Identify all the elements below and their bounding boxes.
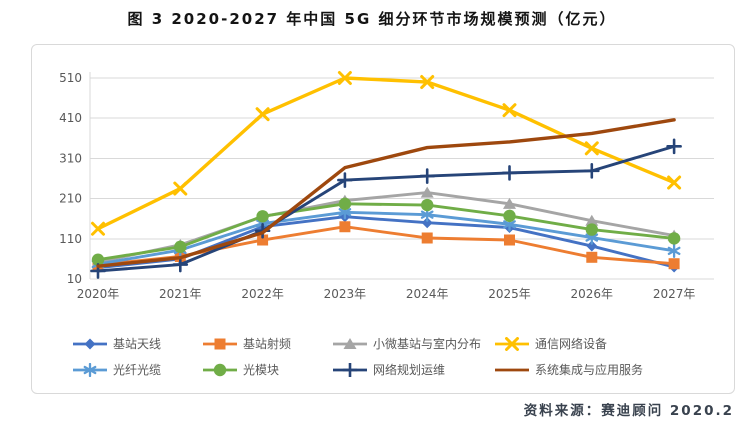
legend-label: 基站射频: [243, 337, 292, 351]
legend-swatch-icon: [73, 362, 107, 377]
series-3: [91, 71, 682, 236]
legend-item: 基站天线: [72, 335, 202, 352]
legend-item: 网络规划运维: [332, 361, 494, 378]
source-note: 资料来源：赛迪顾问 2020.2: [523, 403, 734, 419]
legend-item: 光纤光缆: [72, 361, 202, 378]
series-6: [90, 138, 682, 279]
legend-label: 通信网络设备: [535, 337, 608, 351]
svg-text:2023年: 2023年: [324, 287, 367, 301]
legend-label: 光模块: [243, 363, 280, 377]
svg-text:310: 310: [59, 151, 82, 165]
svg-text:410: 410: [59, 111, 82, 125]
y-axis-labels: 10 110 210 310 410 510: [59, 71, 82, 286]
series-5: [91, 197, 681, 266]
svg-text:2020年: 2020年: [77, 287, 120, 301]
svg-text:2024年: 2024年: [406, 287, 449, 301]
legend-swatch-icon: [495, 368, 529, 371]
legend-item: 小微基站与室内分布: [332, 335, 494, 352]
svg-text:2021年: 2021年: [159, 287, 202, 301]
legend-swatch-icon: [333, 337, 367, 349]
legend-label: 光纤光缆: [113, 363, 162, 377]
legend-swatch-icon: [333, 362, 367, 377]
svg-text:510: 510: [59, 71, 82, 85]
svg-text:2025年: 2025年: [488, 287, 531, 301]
legend-swatch-icon: [203, 363, 237, 376]
chart-legend: 基站天线 基站射频 小微基站与室内分布 通信网络设备光纤光缆 光模块 网络规划运维 系统集成…: [72, 335, 726, 378]
legend-item: 光模块: [202, 361, 332, 378]
svg-text:10: 10: [67, 272, 82, 286]
legend-item: 通信网络设备: [494, 335, 726, 352]
svg-text:2022年: 2022年: [241, 287, 284, 301]
legend-swatch-icon: [203, 338, 237, 349]
figure-title: 图 3 2020-2027 年中国 5G 细分环节市场规模预测（亿元）: [127, 10, 617, 28]
legend-label: 系统集成与应用服务: [535, 363, 644, 377]
svg-text:110: 110: [59, 232, 82, 246]
svg-text:2026年: 2026年: [571, 287, 614, 301]
svg-text:210: 210: [59, 192, 82, 206]
legend-label: 基站天线: [113, 337, 162, 351]
legend-swatch-icon: [495, 336, 529, 351]
legend-label: 小微基站与室内分布: [373, 337, 482, 351]
legend-swatch-icon: [73, 338, 107, 349]
x-axis-labels: 2020年 2021年 2022年 2023年 2024年 2025年 2026年 2027年: [77, 287, 696, 301]
svg-text:2027年: 2027年: [653, 287, 696, 301]
legend-item: 系统集成与应用服务: [494, 361, 726, 378]
legend-item: 基站射频: [202, 335, 332, 352]
series-7: [96, 118, 676, 268]
legend-label: 网络规划运维: [373, 363, 446, 377]
